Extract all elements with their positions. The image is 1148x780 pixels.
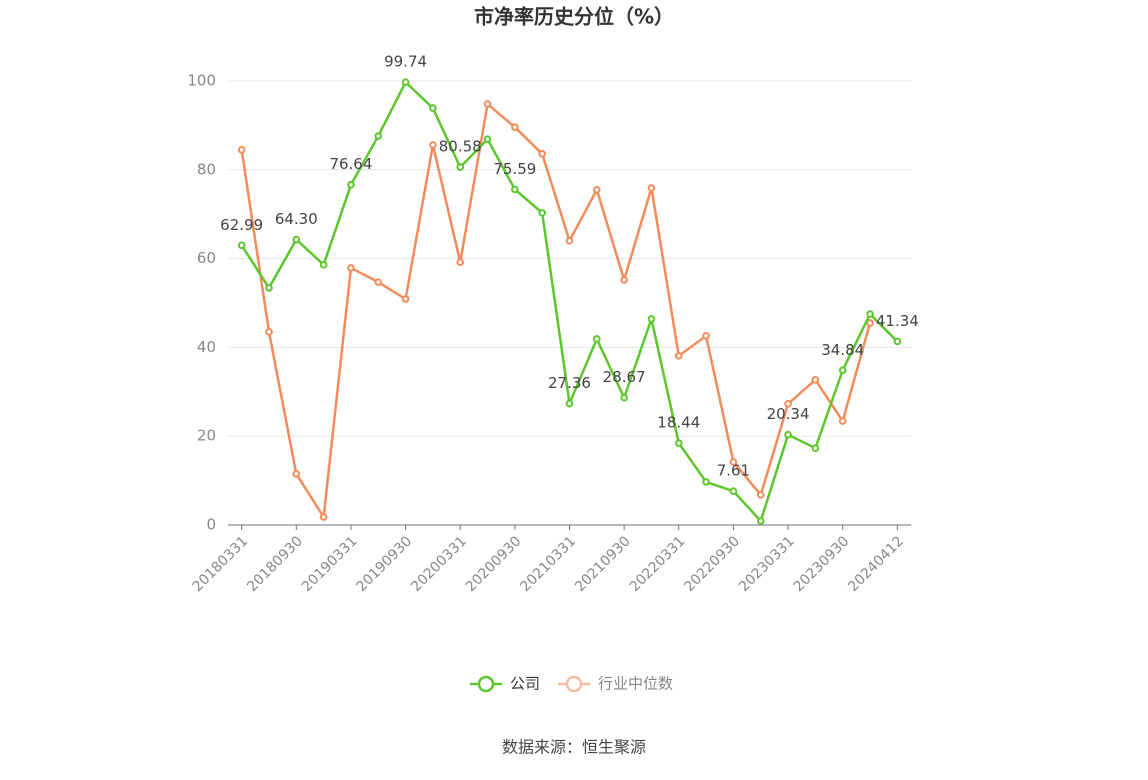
y-tick-label: 100: [187, 72, 216, 90]
point: [702, 478, 710, 486]
point: [647, 315, 656, 323]
point: [538, 209, 546, 217]
point: [237, 241, 246, 250]
point: [347, 180, 355, 189]
point: [784, 399, 792, 408]
data-label: 62.99: [220, 216, 263, 234]
point: [265, 284, 273, 292]
series-line: [240, 80, 899, 524]
point: [866, 310, 874, 318]
point: [511, 185, 519, 194]
y-tick-label: 20: [197, 427, 216, 445]
point: [729, 487, 738, 496]
data-label: 76.64: [329, 155, 372, 173]
legend-marker: [477, 675, 495, 693]
point: [729, 458, 738, 466]
x-tick-label: 20180930: [244, 533, 306, 595]
point: [593, 335, 601, 343]
data-label: 34.84: [821, 341, 864, 359]
data-label: 41.34: [876, 312, 919, 330]
point: [565, 399, 574, 408]
point: [483, 100, 492, 108]
point: [647, 184, 656, 192]
data-label: 20.34: [767, 405, 810, 423]
point: [565, 237, 574, 245]
legend-label: 公司: [510, 675, 540, 693]
x-tick-label: 20190331: [299, 533, 361, 595]
data-label: 18.44: [657, 414, 700, 432]
point: [838, 366, 847, 375]
data-label: 64.30: [275, 210, 318, 228]
series-line: [240, 101, 872, 521]
data-label: 27.36: [548, 374, 591, 392]
x-tick-label: 20200331: [408, 533, 470, 595]
legend-label: 行业中位数: [598, 675, 673, 693]
point: [429, 104, 437, 112]
point: [374, 278, 383, 286]
x-tick-label: 20210331: [517, 533, 579, 595]
y-tick-label: 0: [206, 516, 216, 534]
point: [319, 261, 328, 269]
point: [866, 319, 874, 327]
point: [401, 78, 410, 86]
y-tick-label: 80: [197, 160, 216, 178]
point: [237, 146, 246, 154]
point: [811, 444, 820, 452]
chart-title: 市净率历史分位（%）: [474, 5, 674, 29]
point: [511, 123, 519, 131]
data-label: 75.59: [493, 160, 536, 178]
point: [292, 470, 301, 478]
x-tick-label: 20220930: [681, 533, 743, 595]
point: [620, 276, 628, 284]
legend-marker: [565, 675, 583, 693]
point: [756, 491, 765, 499]
point: [292, 235, 301, 244]
point: [456, 163, 465, 172]
data-label: 7.61: [717, 462, 750, 480]
point: [674, 439, 683, 447]
x-tick-label: 20230930: [791, 533, 853, 595]
x-tick-label: 20230331: [736, 533, 798, 595]
point: [538, 150, 546, 158]
point: [401, 295, 410, 303]
data-label: 80.58: [439, 138, 482, 156]
point: [893, 337, 902, 346]
point: [456, 258, 465, 266]
x-tick-label: 20200930: [463, 533, 525, 595]
y-tick-label: 40: [197, 338, 216, 356]
point: [319, 513, 328, 521]
x-tick-label: 20220331: [627, 533, 689, 595]
x-tick-label: 20240412: [845, 533, 907, 595]
point: [756, 517, 765, 525]
point: [265, 328, 273, 336]
point: [593, 185, 601, 194]
x-tick-label: 20210930: [572, 533, 634, 595]
point: [838, 417, 847, 425]
point: [811, 376, 820, 384]
data-label: 99.74: [384, 53, 427, 71]
point: [483, 135, 492, 143]
point: [347, 264, 355, 272]
x-tick-label: 20190930: [354, 533, 416, 595]
point: [620, 393, 628, 402]
data-label: 28.67: [603, 368, 646, 386]
point: [374, 132, 383, 140]
source: 数据来源：恒生聚源: [502, 738, 646, 757]
point: [702, 332, 710, 340]
y-tick-label: 60: [197, 249, 216, 267]
point: [429, 141, 437, 149]
x-tick-label: 20180331: [190, 533, 252, 595]
point: [674, 352, 683, 360]
point: [784, 430, 792, 439]
